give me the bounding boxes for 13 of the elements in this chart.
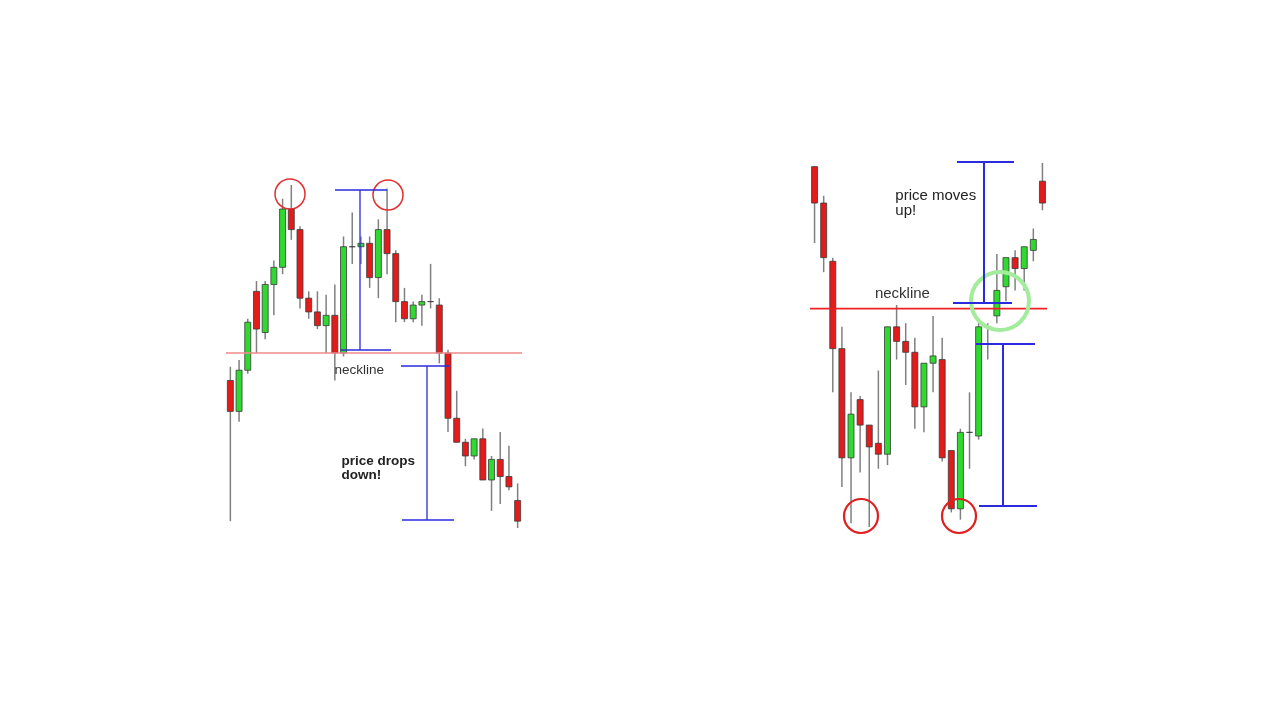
annotation: price drops down! xyxy=(341,453,415,482)
ref-line-label: neckline xyxy=(874,283,930,301)
candlestick xyxy=(514,482,522,529)
annotation: price moves up! xyxy=(895,186,977,218)
candlestick xyxy=(488,455,495,512)
ref-line-label: neckline xyxy=(334,362,384,378)
candlestick xyxy=(401,287,408,323)
candlestick xyxy=(1029,227,1037,263)
candlestick xyxy=(902,322,910,386)
candlestick xyxy=(1020,245,1028,292)
candlestick xyxy=(1039,162,1046,212)
candlestick xyxy=(874,369,882,470)
candlestick xyxy=(865,424,873,528)
